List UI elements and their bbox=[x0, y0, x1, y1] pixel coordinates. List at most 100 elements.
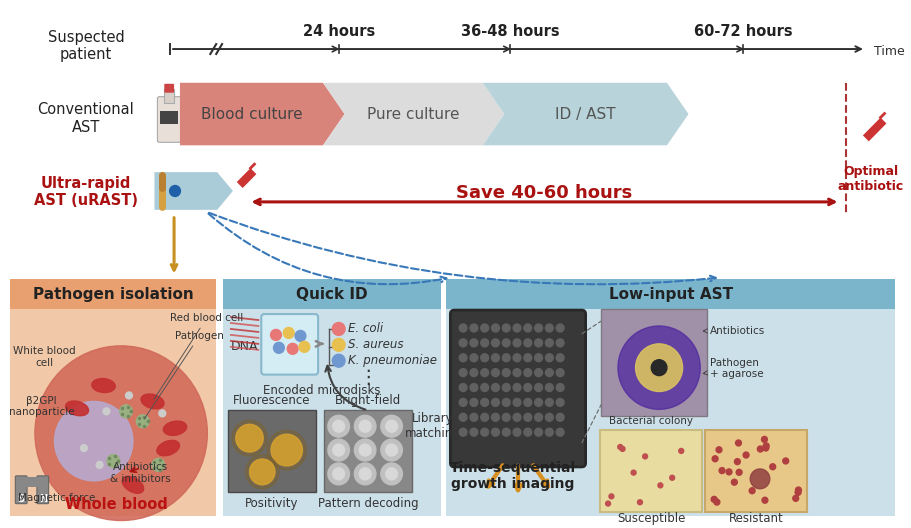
Circle shape bbox=[481, 324, 488, 332]
Circle shape bbox=[670, 475, 675, 480]
Circle shape bbox=[783, 458, 789, 464]
Circle shape bbox=[535, 369, 542, 376]
Circle shape bbox=[481, 354, 488, 362]
Circle shape bbox=[299, 342, 310, 352]
Circle shape bbox=[152, 458, 165, 472]
Circle shape bbox=[35, 346, 208, 521]
FancyBboxPatch shape bbox=[10, 279, 216, 309]
Circle shape bbox=[354, 416, 376, 437]
Circle shape bbox=[246, 455, 279, 489]
Circle shape bbox=[513, 324, 521, 332]
Text: Bright-field: Bright-field bbox=[335, 394, 401, 408]
Circle shape bbox=[606, 501, 610, 506]
FancyBboxPatch shape bbox=[446, 279, 896, 515]
Circle shape bbox=[470, 369, 478, 376]
Circle shape bbox=[642, 454, 648, 459]
Circle shape bbox=[712, 456, 718, 462]
Circle shape bbox=[80, 445, 87, 451]
FancyBboxPatch shape bbox=[450, 310, 586, 467]
Circle shape bbox=[618, 326, 701, 409]
Circle shape bbox=[751, 469, 770, 489]
FancyBboxPatch shape bbox=[600, 430, 702, 512]
Circle shape bbox=[726, 469, 732, 475]
Circle shape bbox=[481, 399, 488, 407]
Text: Pathogen
+ agarose: Pathogen + agarose bbox=[703, 358, 763, 380]
Circle shape bbox=[470, 413, 478, 421]
Circle shape bbox=[763, 443, 769, 449]
Circle shape bbox=[492, 369, 499, 376]
Text: DNA: DNA bbox=[230, 341, 259, 353]
Circle shape bbox=[736, 469, 742, 475]
Polygon shape bbox=[323, 83, 505, 145]
FancyBboxPatch shape bbox=[164, 84, 174, 93]
Circle shape bbox=[513, 354, 521, 362]
Circle shape bbox=[535, 324, 542, 332]
Text: Pure culture: Pure culture bbox=[367, 107, 460, 121]
Circle shape bbox=[492, 428, 499, 436]
FancyBboxPatch shape bbox=[223, 279, 441, 515]
Circle shape bbox=[459, 428, 467, 436]
Polygon shape bbox=[180, 83, 344, 145]
Circle shape bbox=[546, 324, 553, 332]
Circle shape bbox=[557, 399, 564, 407]
Circle shape bbox=[513, 339, 521, 347]
Circle shape bbox=[459, 413, 467, 421]
Circle shape bbox=[557, 339, 564, 347]
Circle shape bbox=[359, 420, 371, 432]
Circle shape bbox=[557, 354, 564, 362]
Circle shape bbox=[502, 413, 510, 421]
Circle shape bbox=[546, 354, 553, 362]
FancyBboxPatch shape bbox=[160, 110, 178, 125]
FancyBboxPatch shape bbox=[36, 476, 48, 504]
Circle shape bbox=[103, 408, 110, 415]
Circle shape bbox=[283, 327, 294, 338]
Circle shape bbox=[714, 499, 720, 505]
Polygon shape bbox=[483, 83, 689, 145]
Circle shape bbox=[354, 439, 376, 461]
Circle shape bbox=[651, 360, 667, 375]
FancyBboxPatch shape bbox=[228, 410, 316, 492]
Text: Encoded microdisks: Encoded microdisks bbox=[263, 384, 381, 397]
Circle shape bbox=[381, 439, 403, 461]
FancyBboxPatch shape bbox=[10, 279, 216, 515]
Circle shape bbox=[711, 496, 717, 502]
Circle shape bbox=[502, 383, 510, 391]
Text: Pathogen isolation: Pathogen isolation bbox=[33, 287, 194, 301]
FancyBboxPatch shape bbox=[158, 97, 181, 143]
Text: Fluorescence: Fluorescence bbox=[233, 394, 311, 408]
Circle shape bbox=[535, 413, 542, 421]
Circle shape bbox=[328, 416, 350, 437]
Ellipse shape bbox=[157, 440, 179, 456]
Circle shape bbox=[620, 447, 625, 451]
Ellipse shape bbox=[122, 476, 144, 493]
Circle shape bbox=[492, 339, 499, 347]
Text: N: N bbox=[38, 494, 46, 504]
Polygon shape bbox=[237, 168, 256, 188]
Circle shape bbox=[734, 459, 741, 465]
Circle shape bbox=[328, 439, 350, 461]
Circle shape bbox=[546, 399, 553, 407]
Circle shape bbox=[609, 494, 614, 499]
Circle shape bbox=[470, 428, 478, 436]
Circle shape bbox=[385, 420, 397, 432]
Circle shape bbox=[524, 324, 532, 332]
Circle shape bbox=[546, 413, 553, 421]
Circle shape bbox=[557, 383, 564, 391]
Circle shape bbox=[333, 323, 345, 335]
Circle shape bbox=[535, 339, 542, 347]
Text: Save 40-60 hours: Save 40-60 hours bbox=[456, 184, 632, 202]
Circle shape bbox=[470, 324, 478, 332]
Circle shape bbox=[502, 428, 510, 436]
Circle shape bbox=[762, 497, 768, 503]
FancyBboxPatch shape bbox=[223, 279, 441, 309]
Circle shape bbox=[385, 444, 397, 456]
Text: Conventional
AST: Conventional AST bbox=[37, 102, 134, 135]
Text: Magnetic force: Magnetic force bbox=[18, 493, 96, 503]
Circle shape bbox=[513, 428, 521, 436]
Circle shape bbox=[513, 369, 521, 376]
Circle shape bbox=[719, 468, 725, 474]
FancyBboxPatch shape bbox=[164, 89, 174, 102]
Circle shape bbox=[385, 468, 397, 480]
Circle shape bbox=[328, 463, 350, 485]
Circle shape bbox=[502, 369, 510, 376]
